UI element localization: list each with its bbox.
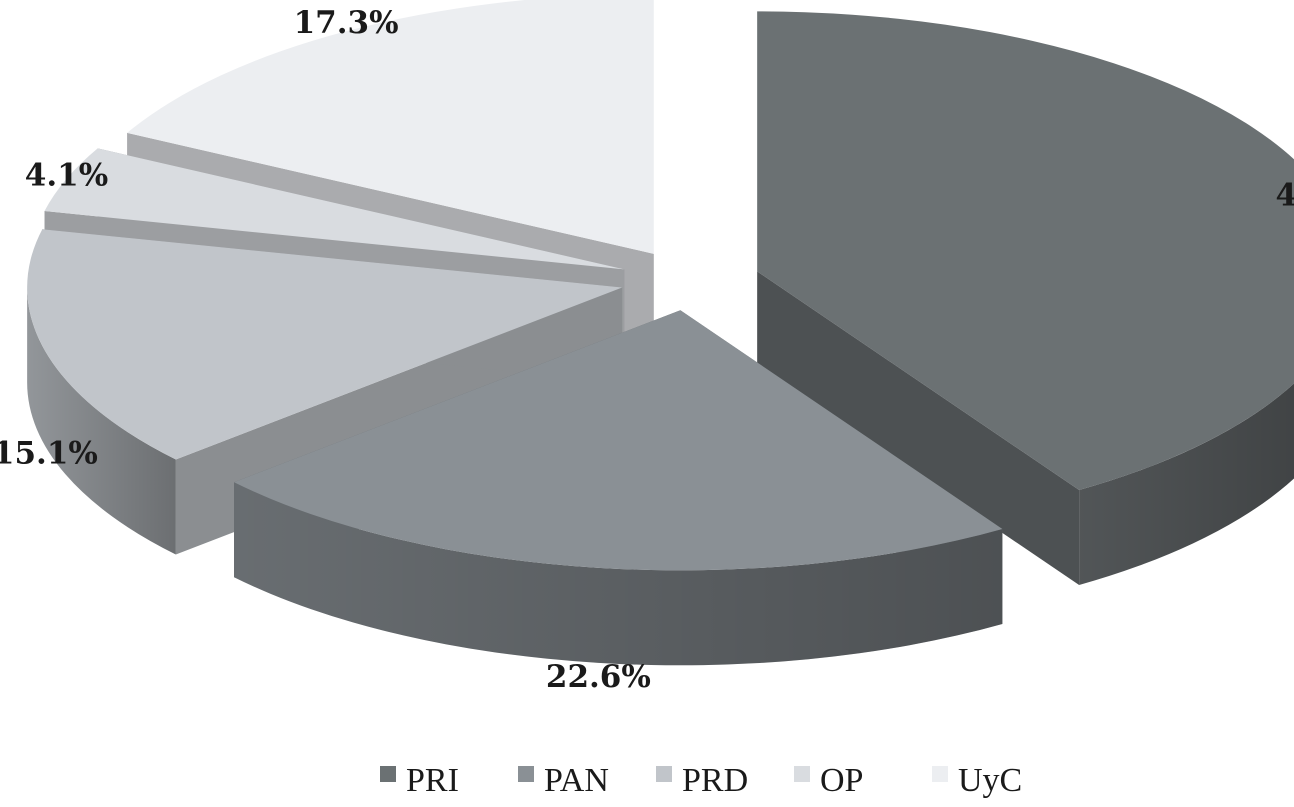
pie-slices (27, 0, 1294, 666)
legend: PRI PAN PRD OP UyC (380, 762, 1022, 799)
legend-label: OP (820, 762, 863, 799)
data-label-pan: 22.6% (546, 659, 651, 695)
legend-swatch (656, 766, 672, 782)
legend-swatch (794, 766, 810, 782)
slice-top (127, 0, 654, 254)
legend-label: UyC (958, 762, 1022, 799)
slice-side-shade (234, 482, 1003, 666)
data-label-pri: 40.9% (1276, 177, 1294, 213)
data-label-uyc: 17.3% (294, 5, 399, 41)
slice-wall (757, 271, 1080, 586)
slice-side-shade (27, 287, 176, 555)
legend-item-pan: PAN (518, 762, 609, 799)
slice-top (234, 310, 1003, 571)
legend-item-pri: PRI (380, 762, 459, 799)
data-label-op: 4.1% (25, 158, 108, 194)
legend-item-prd: PRD (656, 762, 748, 799)
legend-label: PRD (682, 762, 748, 799)
slice-top (44, 148, 625, 270)
pie-slice-pri (757, 11, 1294, 586)
slice-top (757, 11, 1294, 491)
slice-top (27, 229, 623, 460)
data-label-prd: 15.1% (0, 436, 98, 472)
legend-label: PRI (406, 762, 459, 799)
slice-side-shade (1079, 383, 1294, 586)
legend-swatch (932, 766, 948, 782)
legend-item-uyc: UyC (932, 762, 1022, 799)
legend-item-op: OP (794, 762, 863, 799)
legend-swatch (380, 766, 396, 782)
legend-swatch (518, 766, 534, 782)
legend-label: PAN (544, 762, 609, 799)
data-labels: 40.9% 22.6% 15.1% 4.1% 17.3% (0, 5, 1294, 695)
pie-slice-pan (234, 310, 1003, 666)
